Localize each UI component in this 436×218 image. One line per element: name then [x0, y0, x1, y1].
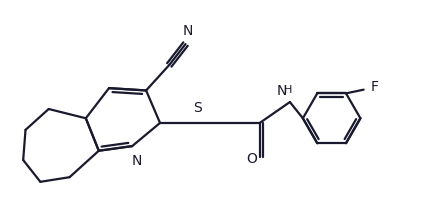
Text: N: N — [183, 24, 193, 39]
Text: N: N — [276, 84, 287, 98]
Text: F: F — [371, 80, 378, 94]
Text: H: H — [283, 85, 292, 95]
Text: S: S — [193, 100, 201, 115]
Text: O: O — [246, 152, 257, 166]
Text: N: N — [132, 155, 142, 169]
